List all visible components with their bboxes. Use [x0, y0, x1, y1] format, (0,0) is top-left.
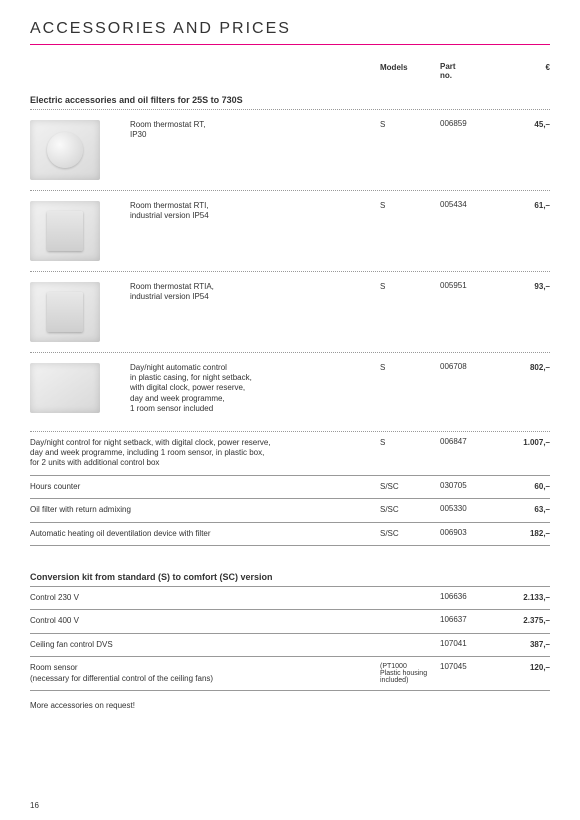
- row-description: Ceiling fan control DVS: [30, 640, 380, 650]
- row-description: Oil filter with return admixing: [30, 505, 380, 515]
- row-description: Room thermostat RTIA, industrial version…: [130, 282, 380, 303]
- row-price: 61,–: [500, 201, 550, 210]
- row-description: Room thermostat RT, IP30: [130, 120, 380, 141]
- row-part: 006708: [440, 363, 500, 372]
- row-part: 107041: [440, 640, 500, 649]
- row-price: 45,–: [500, 120, 550, 129]
- table-row: Room thermostat RT, IP30S00685945,–: [30, 110, 550, 190]
- row-description: Day/night automatic control in plastic c…: [130, 363, 380, 415]
- row-price: 387,–: [500, 640, 550, 649]
- row-description: Room sensor (necessary for differential …: [30, 663, 380, 684]
- table-row: Room sensor (necessary for differential …: [30, 657, 550, 690]
- row-description: Control 230 V: [30, 593, 380, 603]
- product-image: [30, 282, 100, 342]
- footnote: More accessories on request!: [30, 701, 550, 710]
- row-price: 60,–: [500, 482, 550, 491]
- row-model: S: [380, 282, 440, 291]
- header-models: Models: [380, 63, 440, 81]
- table-row: Day/night automatic control in plastic c…: [30, 353, 550, 431]
- row-price: 1.007,–: [500, 438, 550, 447]
- row-model: S: [380, 201, 440, 210]
- table-row: Room thermostat RTI, industrial version …: [30, 191, 550, 271]
- section1-heading: Electric accessories and oil filters for…: [30, 95, 550, 105]
- row-model: S/SC: [380, 505, 440, 514]
- row-model: S: [380, 438, 440, 447]
- row-model: (PT1000 Plastic housing included): [380, 663, 440, 684]
- row-description: Automatic heating oil deventilation devi…: [30, 529, 380, 539]
- row-price: 63,–: [500, 505, 550, 514]
- row-model: S: [380, 363, 440, 372]
- section2-heading: Conversion kit from standard (S) to comf…: [30, 572, 550, 582]
- row-part: 106636: [440, 593, 500, 602]
- row-part: 005951: [440, 282, 500, 291]
- row-price: 802,–: [500, 363, 550, 372]
- row-price: 120,–: [500, 663, 550, 672]
- row-description: Room thermostat RTI, industrial version …: [130, 201, 380, 222]
- row-model: S/SC: [380, 482, 440, 491]
- table-row: Hours counterS/SC03070560,–: [30, 476, 550, 498]
- column-headers: Models Part no. €: [30, 63, 550, 81]
- row-part: 006903: [440, 529, 500, 538]
- row-part: 107045: [440, 663, 500, 672]
- row-model: S/SC: [380, 529, 440, 538]
- table-row: Day/night control for night setback, wit…: [30, 432, 550, 475]
- table-row: Control 230 V 1066362.133,–: [30, 587, 550, 609]
- product-image: [30, 120, 100, 180]
- page-number: 16: [30, 801, 39, 810]
- row-part: 006847: [440, 438, 500, 447]
- row-part: 030705: [440, 482, 500, 491]
- table-row: Automatic heating oil deventilation devi…: [30, 523, 550, 545]
- table-row: Control 400 V 1066372.375,–: [30, 610, 550, 632]
- header-part: Part no.: [440, 63, 500, 81]
- table-row: Ceiling fan control DVS 107041387,–: [30, 634, 550, 656]
- row-part: 005330: [440, 505, 500, 514]
- row-description: Control 400 V: [30, 616, 380, 626]
- header-price: €: [500, 63, 550, 81]
- table-row: Oil filter with return admixingS/SC00533…: [30, 499, 550, 521]
- page-title: ACCESSORIES AND PRICES: [30, 20, 550, 45]
- row-part: 005434: [440, 201, 500, 210]
- row-price: 2.375,–: [500, 616, 550, 625]
- row-description: Day/night control for night setback, wit…: [30, 438, 380, 469]
- row-model: S: [380, 120, 440, 129]
- row-price: 2.133,–: [500, 593, 550, 602]
- product-image: [30, 201, 100, 261]
- row-price: 93,–: [500, 282, 550, 291]
- row-description: Hours counter: [30, 482, 380, 492]
- row-price: 182,–: [500, 529, 550, 538]
- product-image: [30, 363, 100, 413]
- table-row: Room thermostat RTIA, industrial version…: [30, 272, 550, 352]
- row-part: 106637: [440, 616, 500, 625]
- row-part: 006859: [440, 120, 500, 129]
